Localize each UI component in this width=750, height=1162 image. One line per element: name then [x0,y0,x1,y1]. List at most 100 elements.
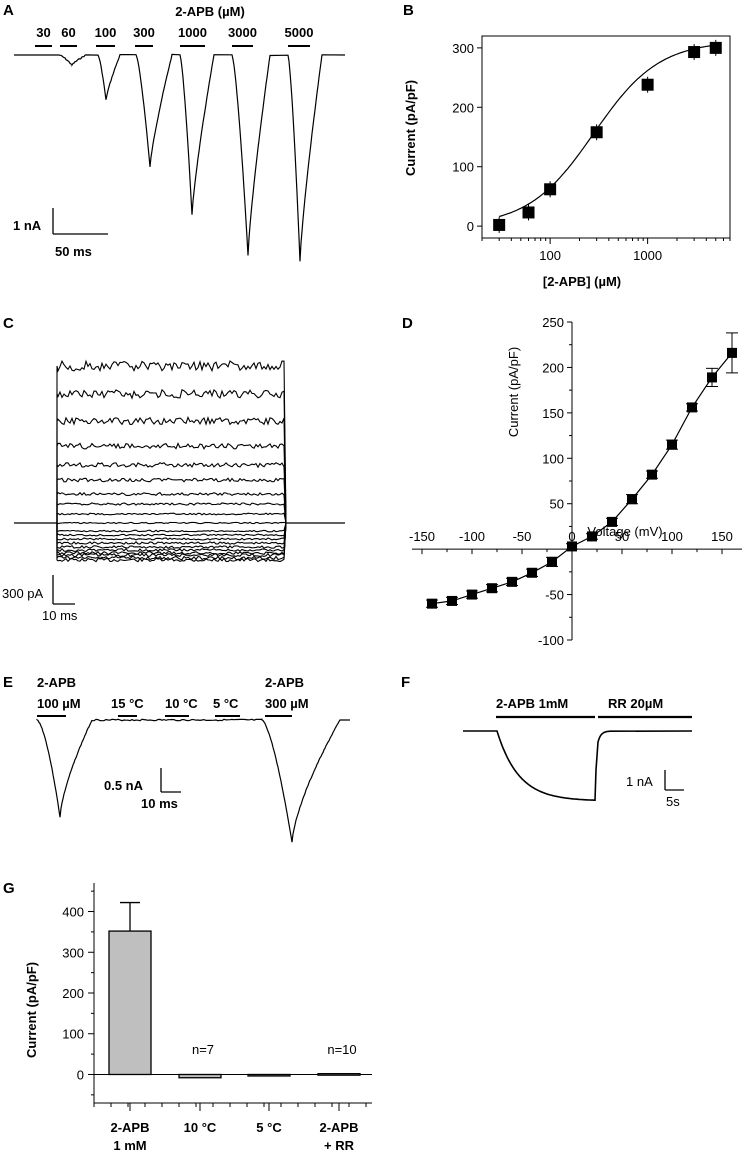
y-tick-label: -50 [545,588,564,603]
scale-label-x: 50 ms [55,244,92,259]
x-tick-label: 50 [615,529,629,544]
data-points [493,39,722,233]
y-tick-label: 100 [452,160,474,175]
y-tick-label: 300 [452,41,474,56]
bar [178,1073,222,1079]
chart-axes: 0 100 200 300 100 1000 [452,35,731,263]
label-15c: 15 °C [111,696,144,711]
current-trace [56,512,287,524]
panel-b-label: B [403,2,414,19]
data-point [467,589,477,600]
panel-c: C 300 pA 10 ms [2,315,345,623]
data-point [507,576,517,587]
x-tick-label: + RR [324,1138,355,1153]
current-trace [56,522,287,537]
x-tick-label: 5 °C [256,1120,282,1135]
x-tick-label: 2-APB [319,1120,358,1135]
data-point [667,439,677,450]
x-tick-label: 0 [568,529,575,544]
label-2apb-second: 2-APB [265,675,304,690]
label-2apb-1mm: 2-APB 1mM [496,696,568,711]
data-point [590,126,603,139]
current-trace [56,522,287,545]
panel-c-label: C [3,315,14,332]
x-axis-label: Voltage (mV) [587,524,662,539]
scale-label-y: 1 nA [13,218,42,233]
data-point [709,41,722,54]
data-point [627,494,637,505]
data-point [487,583,497,594]
y-tick-label: 150 [542,406,564,421]
x-tick-label: -100 [459,529,485,544]
data-point [587,531,597,542]
current-trace [56,521,287,525]
plot-frame [481,35,731,239]
current-trace [56,522,287,550]
current-trace [14,53,346,262]
concentration-label: 100 [95,25,117,40]
data-point [547,556,557,567]
data-point [447,595,457,606]
concentration-labels: 30 60 100 300 1000 3000 5000 [36,25,313,40]
concentration-label: 1000 [178,25,207,40]
data-point [522,206,535,219]
y-tick-label: 300 [62,945,84,960]
data-point [641,78,654,91]
panel-d: D -150 -100 -50 0 50 100 150 -100 -50 50 100 150 200… [402,315,742,648]
y-tick-label: 200 [542,360,564,375]
bar [247,1073,291,1077]
current-trace [56,502,287,524]
data-point [687,402,697,413]
panel-d-label: D [402,315,413,332]
data-point [688,46,701,59]
concentration-label: 300 [133,25,155,40]
current-trace [56,359,287,524]
scale-label-y: 1 nA [626,774,653,789]
current-trace [56,522,287,541]
y-tick-label: 250 [542,315,564,330]
concentration-label: 3000 [228,25,257,40]
data-point [544,183,557,196]
current-trace [56,477,287,524]
label-2apb-first: 2-APB [37,675,76,690]
panel-a-label: A [3,2,14,19]
x-axis-label: [2-APB] (µM) [543,274,621,289]
x-tick-label: 2-APB [110,1120,149,1135]
panel-g-label: G [3,880,15,897]
current-trace [56,462,287,524]
scale-label-x: 10 ms [42,608,78,623]
fit-curve [499,44,716,218]
y-tick-label: 200 [452,100,474,115]
chart-axes: 0 100 200 300 400 2-APB 1 mM 10 °C 5 °C 2-APB + RR [62,883,372,1153]
y-tick-label: 0 [77,1067,84,1082]
data-points [426,332,738,609]
concentration-label: 30 [36,25,50,40]
panel-b: B 0 100 200 300 100 1000 [2-APB] (µM) Current… [403,2,731,289]
current-trace [56,442,287,524]
panel-f-label: F [401,674,410,691]
y-axis-label: Current (pA/pF) [506,347,521,437]
x-tick-label: 100 [539,248,561,263]
data-point [607,516,617,527]
data-point [707,372,717,383]
x-tick-label: 1000 [633,248,662,263]
current-trace [56,491,287,524]
current-trace [36,718,350,843]
panel-e-label: E [3,674,13,691]
data-point [493,218,506,231]
bar [108,930,152,1076]
current-traces [14,359,345,563]
iv-line [431,352,733,605]
y-tick-label: 0 [467,219,474,234]
data-point [647,469,657,480]
y-tick-label: -100 [538,633,564,648]
current-trace [56,522,287,553]
scale-label-x: 5s [666,794,680,809]
data-point [527,567,537,578]
data-point [567,541,577,552]
n-annotation: n=10 [327,1042,356,1057]
current-trace [56,522,287,556]
n-annotation: n=7 [192,1042,214,1057]
scale-label-y: 300 pA [2,586,44,601]
